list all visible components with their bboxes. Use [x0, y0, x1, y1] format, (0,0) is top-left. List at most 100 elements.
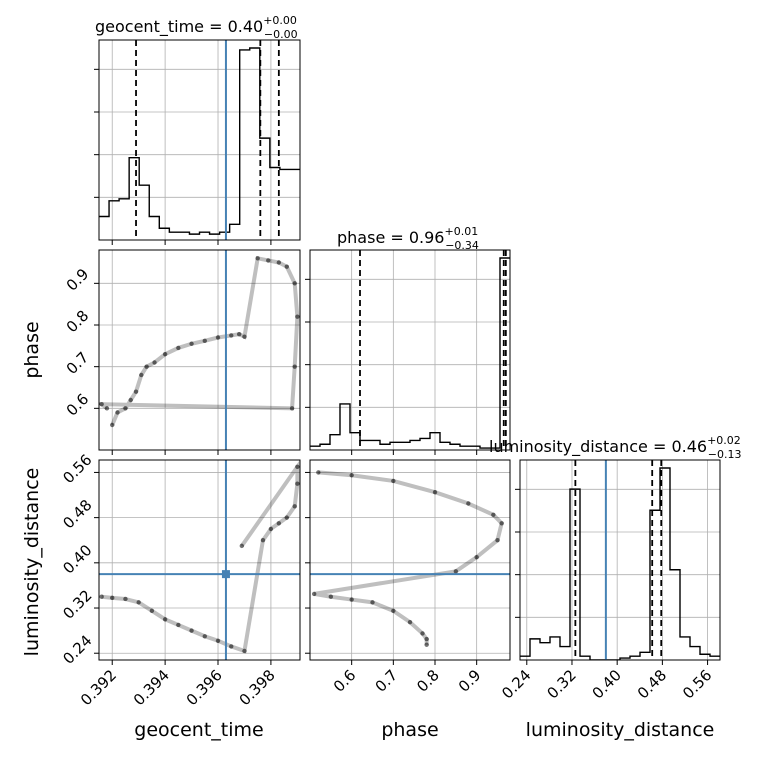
ytick-label: 0.48: [59, 496, 95, 532]
density-point: [295, 314, 300, 319]
panel-frame: [309, 459, 511, 661]
density-point: [466, 501, 471, 506]
panel-frame: [98, 459, 301, 661]
density-point: [407, 619, 413, 625]
title-luminosity-distance: luminosity_distance = 0.46+0.02 −0.13: [489, 434, 742, 461]
density-point: [391, 478, 396, 484]
density-point: [123, 406, 128, 411]
xtick-label: 0.398: [236, 666, 279, 709]
xtick-label: 0.6: [330, 666, 360, 696]
density-point: [242, 334, 247, 339]
density-point: [176, 345, 181, 351]
panel-phase-luminosity_distance: 0.6 0.7 0.8 0.9: [305, 459, 511, 696]
xtick-label: 0.32: [543, 666, 579, 702]
density-point: [349, 473, 354, 478]
density-trace: [313, 470, 504, 645]
density-point: [391, 608, 396, 614]
density-point: [420, 631, 425, 636]
density-point: [474, 554, 479, 560]
density-point: [149, 608, 155, 614]
density-point: [276, 521, 282, 526]
density-point: [268, 526, 274, 532]
ytick-label: 0.24: [59, 632, 95, 668]
density-point: [110, 595, 115, 601]
density-point: [295, 481, 300, 486]
density-point: [370, 600, 375, 605]
density-point: [295, 464, 300, 469]
density-point: [292, 364, 297, 369]
density-point: [162, 617, 168, 622]
density-point: [189, 341, 194, 346]
density-point: [136, 600, 141, 605]
density-point: [260, 538, 266, 543]
density-point: [266, 258, 271, 263]
density-point: [152, 360, 157, 365]
panel-phase-phase: [305, 249, 511, 455]
density-trace: [99, 255, 300, 426]
ytick-label: 0.6: [63, 390, 93, 420]
xlabel-phase: phase: [381, 719, 438, 741]
ytick-label: 0.9: [63, 265, 93, 295]
ytick-label: 0.40: [59, 541, 95, 577]
xlabel-geocent-time: geocent_time: [134, 719, 263, 741]
density-point: [202, 338, 207, 344]
density-point: [110, 422, 115, 428]
density-point: [292, 504, 297, 509]
panel-geocent_time-luminosity_distance: 0.24 0.32 0.40 0.48 0.56 0.392 0.394 0.396 0.398: [59, 451, 301, 709]
xtick-label: 0.394: [130, 666, 173, 709]
density-point: [499, 521, 504, 526]
density-point: [284, 264, 289, 269]
density-point: [276, 260, 282, 265]
density-point: [162, 351, 168, 357]
xtick-label: 0.40: [589, 666, 625, 702]
density-point: [104, 406, 110, 411]
density-point: [328, 594, 334, 599]
density-point: [424, 636, 429, 642]
density-point: [495, 538, 500, 543]
density-point: [236, 331, 242, 337]
histogram-phase: [310, 257, 510, 449]
density-point: [133, 389, 139, 394]
density-point: [424, 642, 429, 647]
xtick-label: 0.56: [679, 666, 715, 702]
xtick-label: 0.9: [455, 666, 485, 696]
xtick-label: 0.392: [77, 666, 120, 709]
density-point: [99, 594, 104, 599]
density-point: [491, 512, 496, 518]
density-point: [255, 256, 260, 261]
density-point: [176, 622, 181, 628]
density-point: [202, 634, 207, 639]
panel-frame: [98, 39, 301, 241]
density-point: [349, 597, 354, 602]
density-point: [189, 628, 194, 633]
panel-frame: [98, 249, 301, 451]
density-point: [311, 591, 317, 597]
title-phase: phase = 0.96+0.01 −0.34: [337, 225, 479, 252]
ytick-label: 0.8: [63, 307, 93, 337]
density-point: [289, 406, 295, 411]
ytick-label: 0.7: [63, 348, 93, 378]
density-point: [215, 335, 221, 340]
density-point: [139, 372, 144, 378]
density-point: [229, 333, 234, 338]
xtick-label: 0.8: [413, 666, 443, 696]
panel-frame: [519, 459, 721, 661]
density-point: [115, 410, 120, 415]
density-point: [123, 596, 128, 602]
density-point: [242, 648, 247, 654]
panel-geocent_time-geocent_time: [94, 39, 301, 245]
panel-geocent_time-phase: 0.6 0.7 0.8 0.9: [63, 249, 301, 455]
histogram-luminosity_distance: [520, 467, 720, 660]
truth-marker: [221, 570, 230, 579]
density-point: [144, 364, 149, 369]
xtick-label: 0.7: [372, 666, 402, 696]
ytick-label: 0.32: [59, 586, 95, 622]
histogram-geocent_time: [99, 47, 300, 235]
panel-frame: [309, 249, 511, 451]
density-point: [292, 281, 297, 286]
density-point: [316, 470, 321, 475]
density-point: [432, 490, 438, 495]
ytick-label: 0.56: [59, 451, 95, 487]
density-trace: [101, 460, 300, 654]
panel-luminosity_distance-luminosity_distance: 0.24 0.32 0.40 0.48 0.56: [498, 459, 721, 702]
